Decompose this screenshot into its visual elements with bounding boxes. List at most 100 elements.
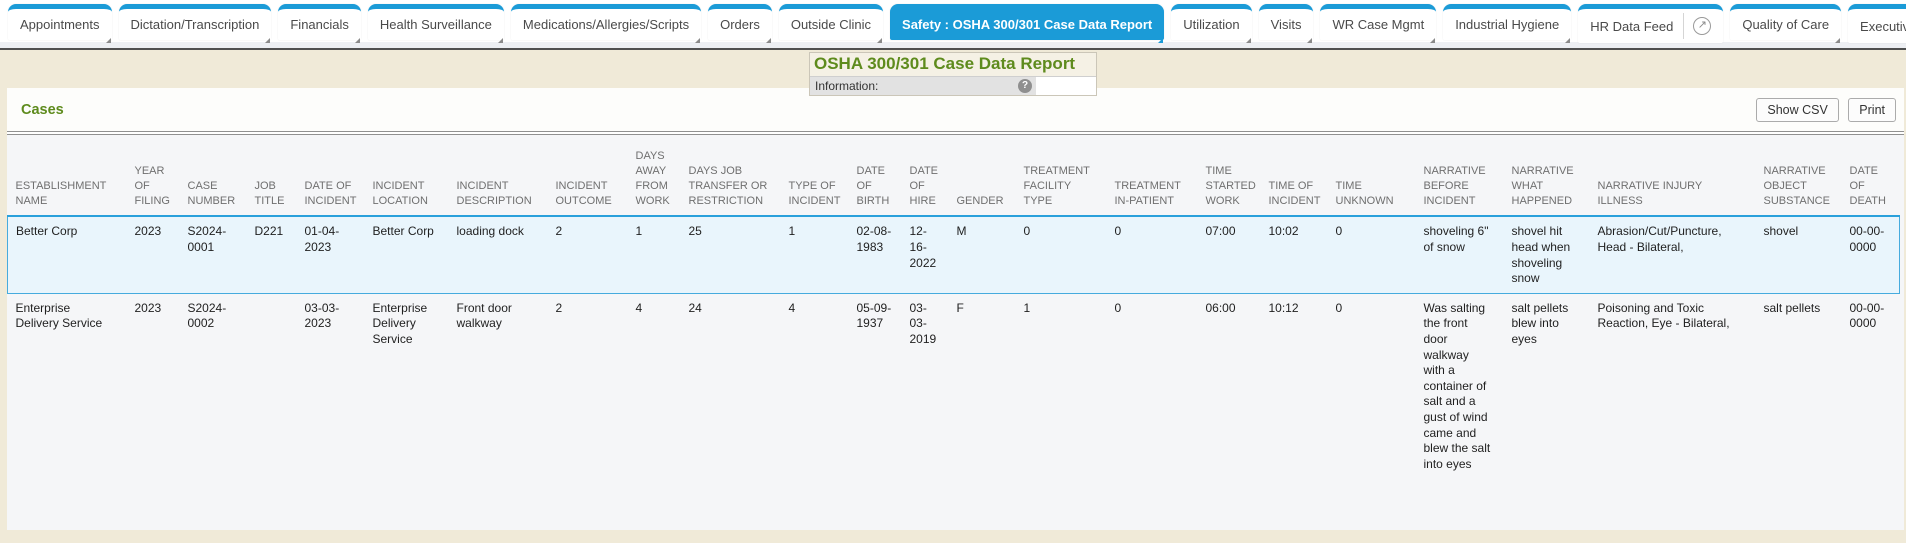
cell: shoveling 6" of snow	[1415, 215, 1504, 294]
tab-medications-allergies-scripts[interactable]: Medications/Allergies/Scripts	[510, 4, 702, 43]
section-divider	[7, 131, 1904, 135]
cell: 1	[1023, 300, 1031, 315]
cell: 0	[1015, 215, 1107, 294]
cell: 0	[1327, 215, 1416, 294]
tab-label: Appointments	[20, 17, 100, 32]
column-header-narrative-object-substance: NARRATIVE OBJECT SUBSTANCE	[1755, 135, 1842, 218]
cell: Enterprise Delivery Service	[15, 300, 103, 331]
menu-fold-icon	[265, 38, 271, 43]
cell: Abrasion/Cut/Puncture, Head - Bilateral,	[1589, 215, 1756, 294]
cell: 2	[547, 215, 628, 294]
column-header-type-of-incident: TYPE OF INCIDENT	[780, 135, 849, 218]
cell: 02-08-1983	[848, 215, 902, 294]
menu-fold-icon	[497, 38, 503, 43]
cell: 1	[627, 215, 681, 294]
menu-fold-icon	[1430, 38, 1436, 43]
tab-utilization[interactable]: Utilization	[1171, 4, 1252, 43]
column-header-date-of-death: DATE OF DEATH	[1841, 135, 1900, 218]
cases-table: ESTABLISHMENT NAME YEAR OF FILING CASE NUM…	[7, 135, 1900, 478]
table-row[interactable]: Enterprise Delivery Service 2023 S2024-000…	[8, 293, 1900, 478]
tab-visits[interactable]: Visits	[1258, 4, 1314, 43]
cell: loading dock	[448, 215, 548, 294]
column-header-incident-location: INCIDENT LOCATION	[364, 135, 449, 218]
cases-header-row: Cases Show CSV Print	[7, 88, 1904, 131]
column-header-time-started-work: TIME STARTED WORK	[1197, 135, 1261, 218]
column-header-narrative-injury-illness: NARRATIVE INJURY ILLNESS	[1589, 135, 1756, 218]
cell: 07:00	[1197, 215, 1261, 294]
tab-financials[interactable]: Financials	[278, 4, 361, 43]
cell: F	[956, 300, 964, 315]
column-header-days-job-transfer-or-restriction: DAYS JOB TRANSFER OR RESTRICTION	[680, 135, 781, 218]
cell: 00-00-0000	[1841, 215, 1900, 294]
cell: 1	[780, 215, 849, 294]
header-row: ESTABLISHMENT NAME YEAR OF FILING CASE NUM…	[7, 135, 1900, 218]
tab-label: Quality of Care	[1742, 17, 1830, 32]
cell: 4	[635, 300, 643, 315]
column-header-treatment-in-patient: TREATMENT IN-PATIENT	[1106, 135, 1198, 218]
tab-orders[interactable]: Orders	[708, 4, 772, 43]
menu-fold-icon	[1158, 38, 1164, 43]
menu-fold-icon	[1307, 38, 1313, 43]
cell: 01-04-2023	[296, 215, 365, 294]
tab-label: Utilization	[1183, 17, 1240, 32]
cell: M	[948, 215, 1016, 294]
cell: 00-00-0000	[1849, 300, 1885, 331]
cell: 4	[788, 300, 796, 315]
title-band: OSHA 300/301 Case Data Report Informatio…	[0, 50, 1906, 96]
cell: shovel hit head when shoveling snow	[1503, 215, 1590, 294]
cell: 0	[1335, 300, 1343, 315]
column-header-time-of-incident: TIME OF INCIDENT	[1260, 135, 1328, 218]
column-header-narrative-what-happened: NARRATIVE WHAT HAPPENED	[1503, 135, 1590, 218]
tabbar-bottom-strip	[0, 42, 1906, 48]
tab-quality-of-care[interactable]: Quality of Care	[1730, 4, 1842, 43]
cell	[247, 293, 297, 478]
tab-outside-clinic[interactable]: Outside Clinic	[778, 4, 884, 43]
tab-label: Financials	[290, 17, 349, 32]
menu-fold-icon	[695, 38, 701, 43]
page-title: OSHA 300/301 Case Data Report	[814, 54, 1076, 73]
menu-fold-icon	[354, 38, 360, 43]
tab-appointments[interactable]: Appointments	[8, 4, 112, 43]
cell: Front door walkway	[456, 300, 512, 331]
show-csv-button[interactable]: Show CSV	[1756, 97, 1839, 122]
column-header-case-number: CASE NUMBER	[179, 135, 247, 218]
cell: 05-09-1937	[856, 300, 892, 331]
column-header-incident-outcome: INCIDENT OUTCOME	[547, 135, 628, 218]
cell: salt pellets	[1763, 300, 1821, 315]
divider-line	[0, 48, 1906, 50]
cases-table-container: ESTABLISHMENT NAME YEAR OF FILING CASE NUM…	[7, 135, 1904, 530]
menu-fold-icon	[1835, 38, 1841, 43]
column-header-date-of-incident: DATE OF INCIDENT	[296, 135, 365, 218]
column-header-establishment-name: ESTABLISHMENT NAME	[7, 135, 127, 218]
tab-industrial-hygiene[interactable]: Industrial Hygiene	[1443, 4, 1572, 43]
tab-wr-case-mgmt[interactable]: WR Case Mgmt	[1320, 4, 1437, 43]
tab-divider	[1683, 13, 1685, 39]
menu-fold-icon	[1565, 38, 1571, 43]
cell: 25	[680, 215, 781, 294]
information-bar: Information: ?	[810, 76, 1096, 95]
information-value-box	[1036, 77, 1096, 95]
bottom-strip	[0, 530, 1906, 543]
tab-executive-dashboard[interactable]: Executive Dashboard↗	[1848, 4, 1906, 43]
tab-label: Executive Dashboard	[1860, 18, 1906, 34]
information-label: Information:	[815, 79, 879, 93]
tab-dictation-transcription[interactable]: Dictation/Transcription	[118, 4, 272, 43]
print-button[interactable]: Print	[1848, 97, 1896, 122]
cell: Was salting the front door walkway with …	[1423, 300, 1491, 471]
menu-fold-icon	[1245, 38, 1251, 43]
cell: Better Corp	[364, 215, 449, 294]
tab-hr-data-feed[interactable]: HR Data Feed ↗	[1578, 4, 1724, 43]
cell: 2	[555, 300, 563, 315]
column-header-treatment-facility-type: TREATMENT FACILITY TYPE	[1015, 135, 1107, 218]
help-icon[interactable]: ?	[1018, 79, 1032, 93]
cases-panel: Cases Show CSV Print ESTABLISHMENT NAME Y…	[7, 88, 1904, 530]
cell: salt pellets blew into eyes	[1511, 300, 1569, 346]
table-row[interactable]: Better Corp 2023 S2024-0001 D221 01-04-2023 B…	[7, 215, 1900, 294]
cell: Better Corp	[7, 215, 127, 294]
cell: 24	[688, 300, 702, 315]
tab-safety-osha-300-301-case-data-report[interactable]: Safety : OSHA 300/301 Case Data Report	[890, 4, 1165, 43]
external-link-icon[interactable]: ↗	[1693, 17, 1712, 35]
section-title: Cases	[21, 101, 64, 118]
tab-health-surveillance[interactable]: Health Surveillance	[367, 4, 504, 43]
column-header-date-of-birth: DATE OF BIRTH	[848, 135, 902, 218]
